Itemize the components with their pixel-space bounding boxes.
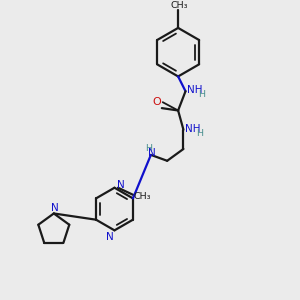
Text: H: H [145, 144, 152, 153]
Text: CH₃: CH₃ [171, 1, 188, 10]
Text: N: N [148, 148, 156, 158]
Text: N: N [51, 203, 59, 213]
Text: O: O [152, 97, 161, 106]
Text: N: N [117, 180, 125, 190]
Text: NH: NH [187, 85, 202, 95]
Text: N: N [106, 232, 114, 242]
Text: H: H [196, 129, 203, 138]
Text: CH₃: CH₃ [133, 192, 151, 201]
Text: H: H [198, 90, 205, 99]
Text: NH: NH [184, 124, 200, 134]
